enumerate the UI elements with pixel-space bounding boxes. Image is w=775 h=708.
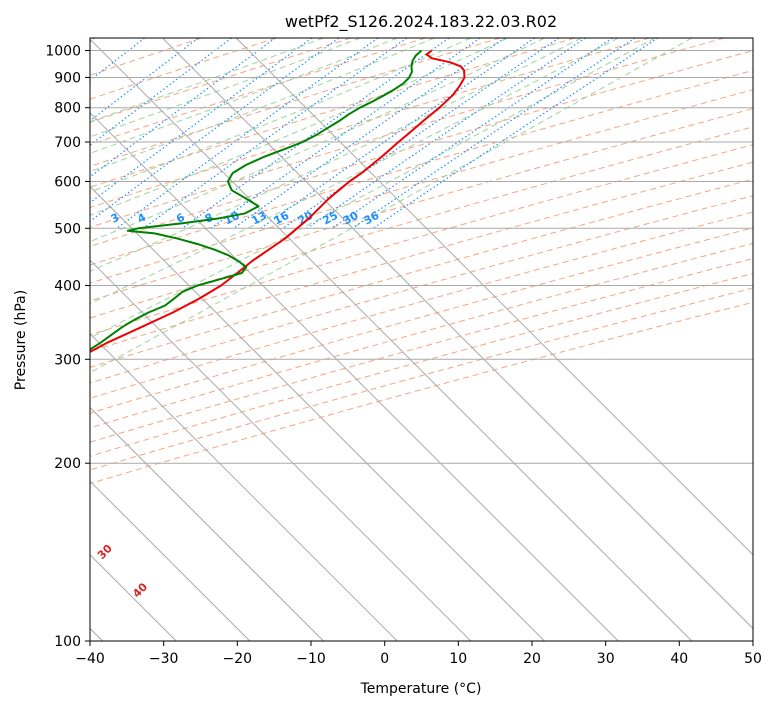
moist-adiabats — [90, 38, 693, 374]
y-tick-label: 700 — [54, 135, 81, 151]
mixing-ratio-line — [352, 38, 636, 229]
x-tick-label: 30 — [597, 651, 615, 667]
mixing-ratio-line — [260, 38, 535, 229]
x-tick-label: 50 — [744, 651, 762, 667]
y-tick-label: 800 — [54, 101, 81, 117]
isotherm-line — [90, 406, 324, 641]
mixing-ratio-line — [90, 38, 199, 122]
mixing-ratio-label: 25 — [320, 209, 340, 228]
mixing-ratio-label: 36 — [362, 209, 382, 228]
y-axis-ticks: 1000 900 800 700 600 500 400 300 200 100 — [45, 44, 90, 650]
isotherm-line — [90, 38, 693, 641]
x-tick-label: −20 — [223, 651, 253, 667]
dry-adiabat — [90, 69, 753, 266]
mixing-ratio-line — [181, 38, 450, 229]
mixing-ratio-labels: 0.10.20.40.611.52346810131620253036 — [109, 209, 382, 228]
dry-adiabat — [90, 38, 725, 228]
dewpoint-trace — [90, 49, 423, 351]
isotherm-grid — [90, 38, 753, 641]
isotherm-line — [90, 480, 251, 641]
y-tick-label: 300 — [54, 352, 81, 368]
isotherm-line — [90, 185, 545, 641]
x-tick-label: −30 — [149, 651, 179, 667]
dry-adiabat — [90, 49, 753, 247]
x-axis-ticks: −40 −30 −20 −10 0 10 20 30 40 50 — [75, 641, 762, 667]
dry-adiabat — [90, 178, 753, 368]
dry-adiabat — [90, 38, 650, 209]
moist-adiabat — [90, 38, 693, 374]
y-tick-label: 400 — [54, 279, 81, 295]
dry-adiabat — [90, 287, 753, 471]
mixing-ratio-line — [372, 38, 659, 229]
isotherm-line — [235, 38, 753, 556]
x-tick-label: −40 — [75, 651, 105, 667]
dry-adiabat — [90, 161, 753, 352]
mixing-ratio-label: 13 — [249, 209, 269, 228]
y-tick-label: 500 — [54, 221, 81, 237]
plot-frame — [89, 37, 754, 642]
x-tick-label: 20 — [523, 651, 541, 667]
y-tick-label: 600 — [54, 175, 81, 191]
x-tick-label: −10 — [296, 651, 326, 667]
mixing-ratio-line — [90, 38, 339, 223]
mixing-ratio-label: 20 — [296, 209, 316, 228]
isotherm-line — [162, 38, 753, 630]
y-tick-label: 100 — [54, 634, 81, 650]
moist-adiabat — [90, 38, 508, 216]
isotherm-line — [90, 333, 398, 641]
y-axis-label: Pressure (hPa) — [13, 290, 29, 390]
isotherm-line — [90, 259, 472, 641]
mixing-ratio-line — [90, 38, 232, 146]
moist-adiabat — [90, 38, 619, 305]
mixing-ratio-label: 16 — [272, 209, 292, 228]
y-tick-label: 1000 — [45, 44, 81, 60]
x-tick-label: 0 — [380, 651, 389, 667]
temperature-trace — [90, 49, 466, 353]
dry-adiabat — [90, 38, 501, 167]
isotherm-line — [90, 112, 619, 641]
dry-adiabat — [90, 258, 753, 443]
mixing-ratio-label: 30 — [341, 209, 361, 228]
moist-adiabat — [90, 38, 656, 339]
moist-adiabat — [90, 38, 435, 173]
moist-adiabat — [90, 38, 398, 154]
mixing-ratio-label: 10 — [222, 209, 242, 228]
mixing-ratio-line — [306, 38, 586, 229]
moist-adiabat — [90, 38, 472, 193]
moist-adiabat — [90, 38, 324, 123]
dry-adiabat — [90, 89, 753, 284]
dry-adiabat — [90, 301, 753, 484]
mixing-ratio-line — [116, 38, 379, 229]
moist-adiabat — [90, 38, 582, 272]
chart-title: wetPf2_S126.2024.183.22.03.R02 — [285, 12, 557, 32]
y-tick-label: 200 — [54, 456, 81, 472]
x-axis-label: Temperature (°C) — [360, 681, 482, 697]
y-tick-label: 900 — [54, 71, 81, 87]
dry-adiabat — [90, 227, 753, 414]
sounding-traces — [90, 49, 466, 353]
x-tick-label: 10 — [449, 651, 467, 667]
x-tick-label: 40 — [670, 651, 688, 667]
plot-content: -100-90-80-70-60-50-40-30-20-10010203040… — [90, 38, 753, 641]
dry-adiabat — [90, 38, 277, 100]
mixing-ratio-line — [233, 38, 506, 229]
mixing-ratio-line — [143, 38, 408, 229]
